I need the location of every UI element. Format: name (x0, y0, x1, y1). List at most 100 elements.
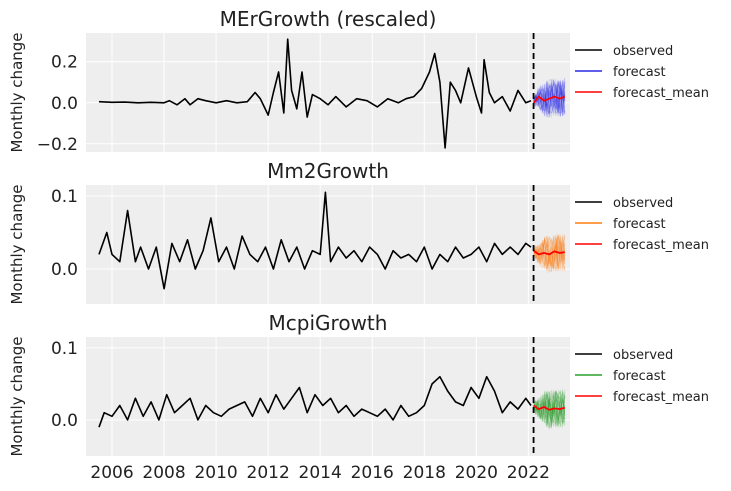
forecast-sample-path (533, 85, 566, 117)
forecast-sample-path (533, 84, 566, 115)
forecast-sample-path (533, 81, 566, 112)
forecast-sample-path (533, 80, 566, 118)
legend-item: observed (575, 196, 673, 211)
forecast-sample-path (533, 84, 566, 114)
forecast-sample-path (533, 235, 566, 268)
forecast-sample-path (533, 388, 566, 430)
plot-background (86, 33, 570, 152)
y-axis-label: Monthly change (8, 32, 26, 152)
legend-item: forecast_mean (575, 86, 709, 101)
chart-panel-2: 0.0 0.1 Mm2Growth Monthly change observed for… (8, 159, 709, 305)
forecast-sample-path (533, 233, 566, 274)
forecast-sample-path (533, 238, 566, 272)
forecast-sample-path (533, 235, 566, 272)
legend-label: observed (613, 44, 673, 59)
forecast-sample-path (533, 237, 566, 266)
forecast-mean-line (533, 249, 565, 256)
forecast-sample-path (533, 388, 566, 421)
legend: observed forecast forecast_mean (575, 348, 709, 405)
forecast-sample-path (533, 239, 566, 269)
forecast-sample-path (533, 236, 566, 269)
forecast-sample-path (533, 395, 566, 427)
forecast-sample-path (533, 233, 566, 270)
forecast-sample-path (533, 237, 566, 272)
legend-item: observed (575, 44, 673, 59)
chart-panel-1: −0.2 0.0 0.2 MErGrowth (rescaled) Monthly ch… (8, 7, 709, 155)
forecast-sample-path (533, 236, 566, 269)
forecast-sample-path (533, 78, 566, 118)
forecast-sample-path (533, 391, 566, 422)
chart-title: Mm2Growth (267, 159, 389, 183)
forecast-sample-path (533, 389, 566, 425)
forecast-sample-path (533, 77, 566, 116)
legend-label: forecast_mean (613, 86, 709, 101)
x-tick-label: 2016 (351, 463, 394, 483)
forecast-sample-path (533, 236, 566, 268)
x-tick-label: 2006 (90, 463, 133, 483)
plot-background (86, 337, 570, 456)
chart-title: McpiGrowth (269, 311, 388, 335)
x-tick-label: 2020 (455, 463, 498, 483)
legend-label: forecast_mean (613, 390, 709, 405)
forecast-sample-path (533, 391, 566, 427)
forecast-sample-path (533, 81, 566, 108)
forecast-sample-path (533, 391, 566, 419)
forecast-sample-path (533, 239, 566, 265)
forecast-sample-path (533, 392, 566, 424)
forecast-sample-path (533, 234, 566, 265)
forecast-band (533, 233, 566, 274)
forecast-sample-path (533, 392, 566, 421)
forecast-sample-path (533, 237, 566, 272)
y-tick-label: 0.1 (51, 187, 78, 207)
forecast-sample-path (533, 391, 566, 423)
y-tick-label: 0.0 (51, 94, 78, 114)
forecast-mean-line (533, 404, 566, 411)
forecast-sample-path (533, 390, 566, 426)
legend-label: forecast (613, 217, 666, 232)
x-tick-label: 2008 (142, 463, 185, 483)
legend-label: observed (613, 348, 673, 363)
legend: observed forecast forecast_mean (575, 44, 709, 101)
forecast-sample-path (533, 243, 566, 271)
forecast-mean-line (532, 95, 566, 104)
forecast-sample-path (533, 236, 566, 272)
y-tick-label: 0.2 (51, 53, 78, 73)
forecast-sample-path (533, 234, 566, 269)
legend-item: forecast (575, 65, 666, 80)
legend-item: forecast (575, 369, 666, 384)
forecast-sample-path (533, 397, 566, 429)
forecast-sample-path (533, 233, 566, 270)
legend-label: forecast (613, 369, 666, 384)
forecast-sample-path (533, 85, 566, 112)
forecast-sample-path (533, 235, 566, 265)
x-tick-label: 2018 (403, 463, 446, 483)
forecast-sample-path (533, 78, 566, 110)
y-axis-label: Monthly change (8, 336, 26, 456)
forecast-sample-path (533, 80, 566, 116)
forecast-sample-path (533, 235, 566, 272)
forecast-sample-path (533, 394, 566, 427)
forecast-sample-path (533, 236, 566, 270)
y-tick-label: 0.0 (51, 260, 78, 280)
forecast-sample-path (533, 81, 566, 114)
forecast-sample-path (533, 80, 566, 112)
forecast-sample-path (533, 397, 566, 426)
observed-line (98, 375, 532, 428)
forecast-sample-path (533, 391, 566, 427)
forecast-sample-path (533, 236, 566, 271)
forecast-sample-path (533, 239, 566, 271)
forecast-sample-path (533, 391, 566, 431)
forecast-sample-path (533, 234, 566, 270)
forecast-sample-path (533, 79, 566, 114)
chart-panel-3: 0.0 0.1 McpiGrowth Monthly change observed fo… (8, 311, 709, 483)
forecast-sample-path (533, 389, 566, 424)
observed-line (98, 38, 532, 149)
x-tick-label: 2010 (194, 463, 237, 483)
forecast-sample-path (533, 81, 566, 117)
chart-title: MErGrowth (rescaled) (220, 7, 437, 31)
forecast-sample-path (533, 389, 566, 424)
legend-item: forecast (575, 217, 666, 232)
forecast-sample-path (533, 80, 566, 112)
plot-background (86, 185, 570, 304)
